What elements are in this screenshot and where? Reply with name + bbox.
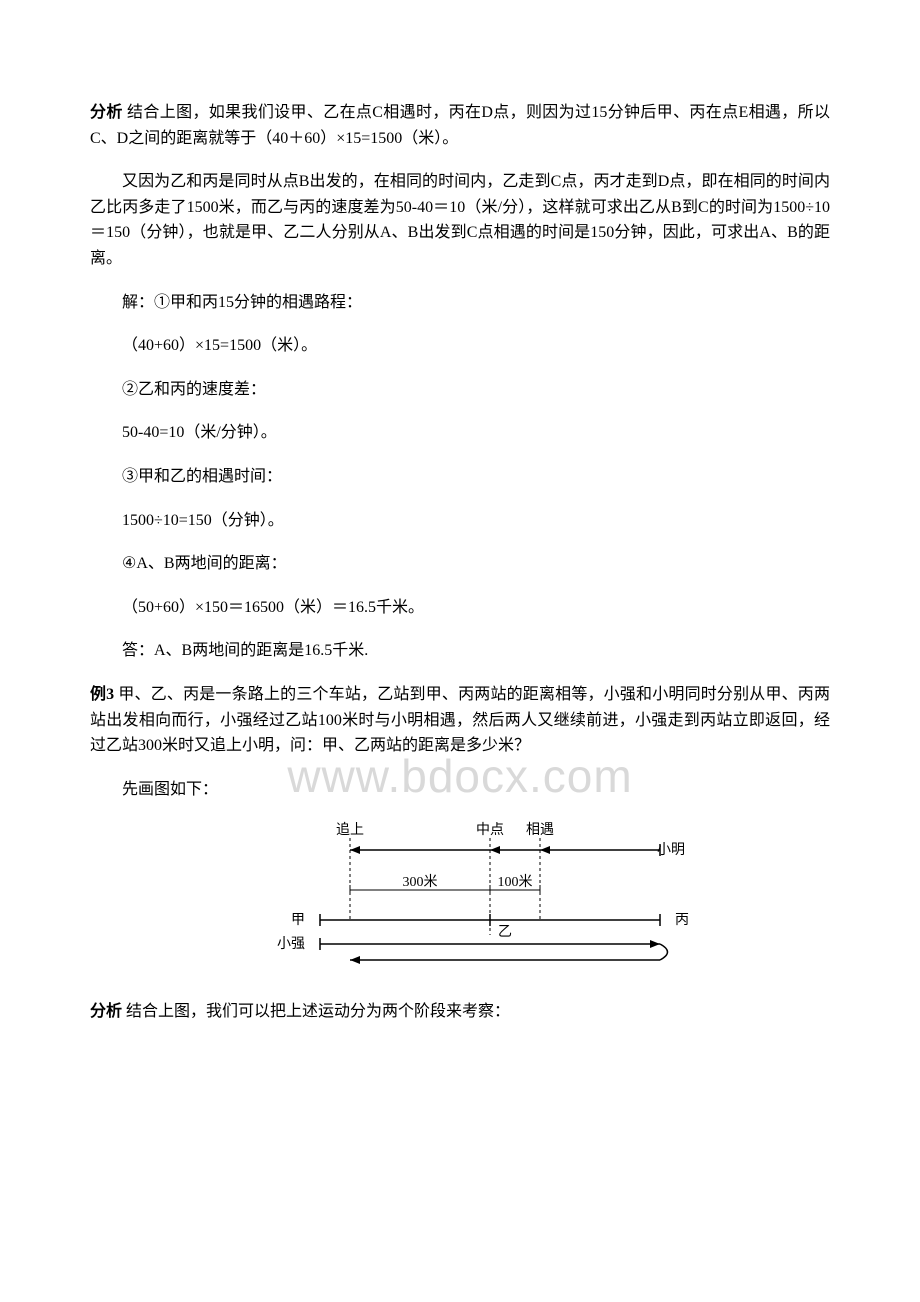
diagram-svg: 追上 中点 相遇 小明	[230, 820, 690, 970]
diagram: 追上 中点 相遇 小明	[230, 820, 690, 979]
solution-line3: 1500÷10=150（分钟）。	[90, 508, 830, 534]
pre-diagram-text: 先画图如下：	[90, 777, 830, 803]
analysis2-label: 分析	[90, 1003, 122, 1020]
analysis1-text1: 结合上图，如果我们设甲、乙在点C相遇时，丙在D点，则因为过15分钟后甲、丙在点E…	[90, 104, 830, 147]
solution-step3: ③甲和乙的相遇时间：	[90, 464, 830, 490]
arrow-ming-mid	[490, 846, 500, 854]
label-jia: 甲	[291, 913, 305, 928]
arrow-qiang-right	[650, 940, 660, 948]
solution-title: 解：①甲和丙15分钟的相遇路程：	[90, 290, 830, 316]
solution-step2: ②乙和丙的速度差：	[90, 377, 830, 403]
example3-para: 例3 甲、乙、丙是一条路上的三个车站，乙站到甲、丙两站的距离相等，小强和小明同时…	[90, 682, 830, 759]
analysis1-para1: 分析 结合上图，如果我们设甲、乙在点C相遇时，丙在D点，则因为过15分钟后甲、丙…	[90, 100, 830, 151]
label-ming: 小明	[657, 842, 685, 858]
label-yi: 乙	[498, 924, 512, 940]
analysis2-para: 分析 结合上图，我们可以把上述运动分为两个阶段来考察：	[90, 999, 830, 1025]
label-chase: 追上	[336, 822, 364, 838]
solution-line1: （40+60）×15=1500（米）。	[90, 333, 830, 359]
label-bing: 丙	[675, 913, 689, 928]
label-meet: 相遇	[526, 822, 554, 838]
label-300: 300米	[403, 874, 438, 890]
label-100: 100米	[498, 874, 533, 890]
label-mid: 中点	[476, 822, 504, 838]
analysis1-para2: 又因为乙和丙是同时从点B出发的，在相同的时间内，乙走到C点，丙才走到D点，即在相…	[90, 169, 830, 271]
analysis2-text: 结合上图，我们可以把上述运动分为两个阶段来考察：	[122, 1003, 510, 1020]
arrow-ming-meet	[540, 846, 550, 854]
arrow-qiang-left	[350, 956, 360, 964]
example3-label: 例3	[90, 686, 114, 703]
solution-line2: 50-40=10（米/分钟）。	[90, 420, 830, 446]
solution-step4: ④A、B两地间的距离：	[90, 551, 830, 577]
solution-answer: 答：A、B两地间的距离是16.5千米.	[90, 638, 830, 664]
analysis1-label: 分析	[90, 104, 123, 121]
solution-line4: （50+60）×150＝16500（米）＝16.5千米。	[90, 595, 830, 621]
example3-text: 甲、乙、丙是一条路上的三个车站，乙站到甲、丙两站的距离相等，小强和小明同时分别从…	[90, 686, 830, 754]
arrow-ming-left	[350, 846, 360, 854]
label-qiang: 小强	[277, 936, 305, 952]
curve-return	[660, 944, 668, 960]
